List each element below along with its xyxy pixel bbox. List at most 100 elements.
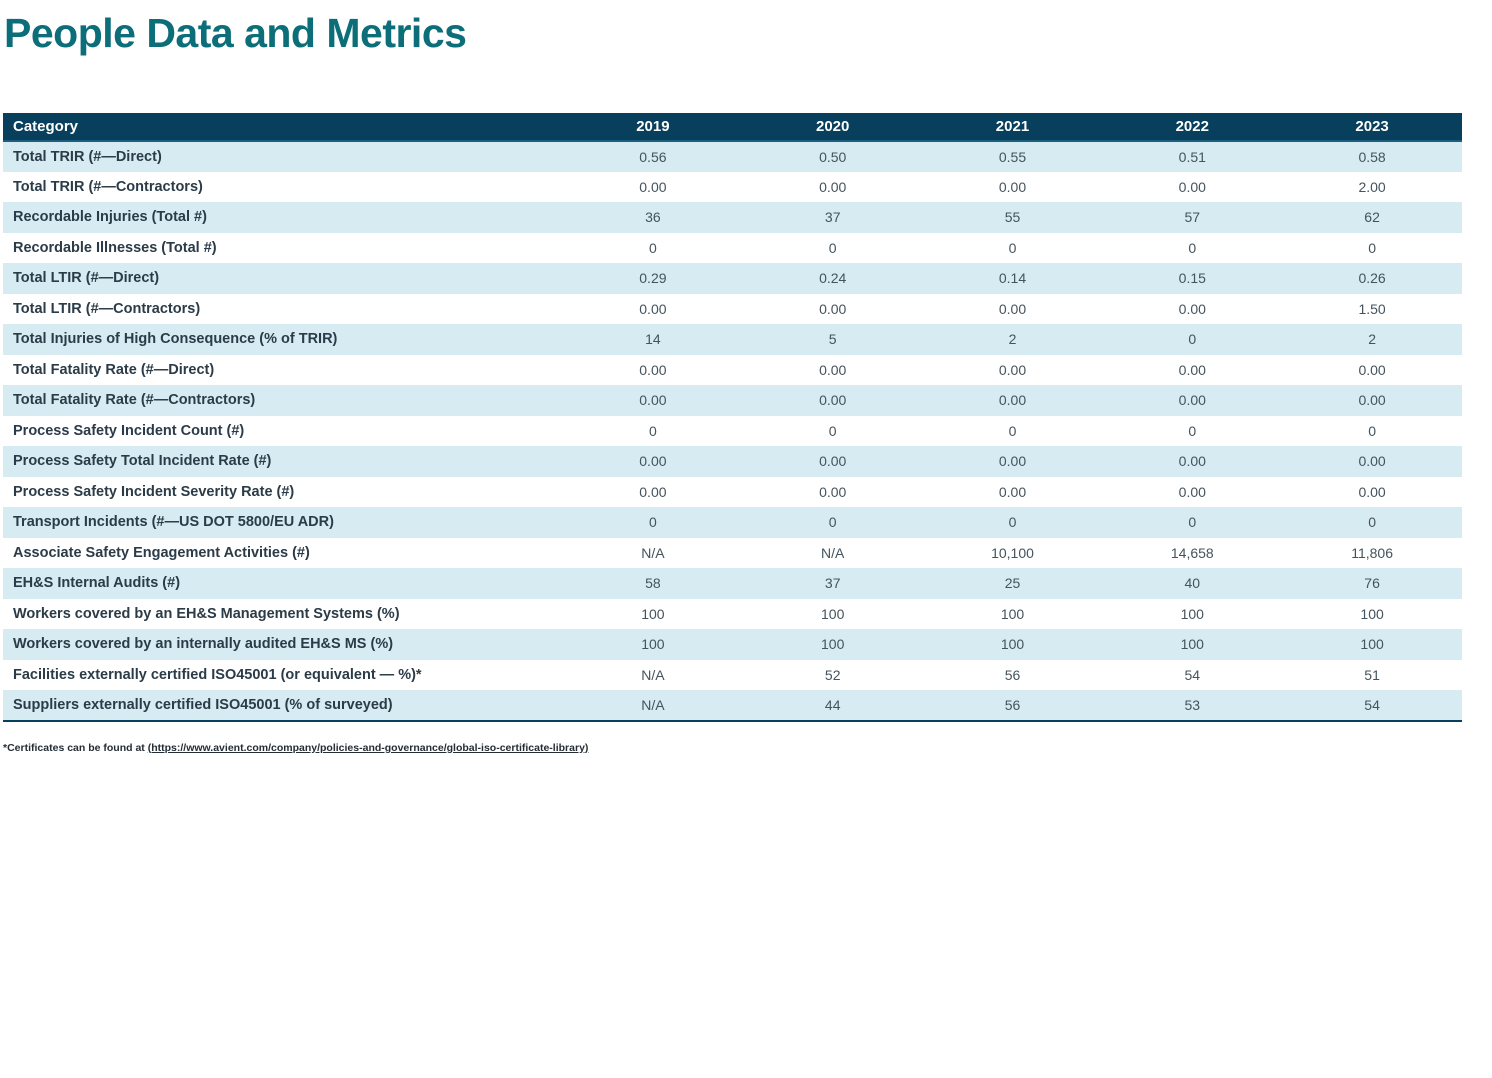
value-cell: 2.00 bbox=[1282, 171, 1462, 203]
category-cell: Transport Incidents (#—US DOT 5800/EU AD… bbox=[3, 507, 563, 538]
value-cell: 0.00 bbox=[563, 171, 743, 203]
table-row: Total TRIR (#—Direct) 0.56 0.50 0.55 0.51 0.5… bbox=[3, 141, 1462, 172]
category-cell: Recordable Illnesses (Total #) bbox=[3, 232, 563, 264]
value-cell: 0 bbox=[742, 507, 923, 538]
category-cell: Suppliers externally certified ISO45001 … bbox=[3, 690, 563, 721]
value-cell: 0 bbox=[1102, 232, 1283, 264]
table-row: Total TRIR (#—Contractors) 0.00 0.00 0.00 0.… bbox=[3, 171, 1462, 203]
value-cell: 0.00 bbox=[742, 476, 923, 508]
value-cell: 0.00 bbox=[563, 476, 743, 508]
value-cell: 0.55 bbox=[922, 141, 1103, 172]
value-cell: 0.14 bbox=[922, 263, 1103, 294]
value-cell: 0.00 bbox=[563, 446, 743, 477]
table-row: Total LTIR (#—Contractors) 0.00 0.00 0.00 0.… bbox=[3, 293, 1462, 325]
value-cell: N/A bbox=[563, 659, 743, 691]
value-cell: 51 bbox=[1282, 659, 1462, 691]
table-row: Total Fatality Rate (#—Contractors) 0.00 0… bbox=[3, 385, 1462, 416]
value-cell: 53 bbox=[1102, 690, 1283, 721]
footnote: *Certificates can be found at (https://w… bbox=[3, 742, 1492, 754]
value-cell: 100 bbox=[1282, 598, 1462, 630]
value-cell: 0.58 bbox=[1282, 141, 1462, 172]
value-cell: 100 bbox=[563, 598, 743, 630]
category-cell: Process Safety Incident Count (#) bbox=[3, 415, 563, 447]
value-cell: 11,806 bbox=[1282, 537, 1462, 569]
value-cell: 36 bbox=[563, 202, 743, 233]
table-row: Recordable Injuries (Total #) 36 37 55 57 62 bbox=[3, 202, 1462, 233]
value-cell: 54 bbox=[1102, 659, 1283, 691]
value-cell: 0 bbox=[1282, 415, 1462, 447]
value-cell: 100 bbox=[1102, 598, 1283, 630]
year-header: 2022 bbox=[1102, 113, 1283, 143]
value-cell: 0.00 bbox=[1282, 354, 1462, 386]
footnote-link[interactable]: (https://www.avient.com/company/policies… bbox=[147, 741, 589, 754]
value-cell: 0.00 bbox=[742, 385, 923, 416]
value-cell: 0.00 bbox=[922, 293, 1103, 325]
value-cell: 0.00 bbox=[922, 171, 1103, 203]
value-cell: 0.00 bbox=[1102, 171, 1283, 203]
value-cell: 44 bbox=[742, 690, 923, 721]
value-cell: 0.00 bbox=[1282, 476, 1462, 508]
category-cell: Total Fatality Rate (#—Direct) bbox=[3, 354, 563, 386]
category-cell: Total LTIR (#—Direct) bbox=[3, 263, 563, 294]
value-cell: 0.00 bbox=[922, 446, 1103, 477]
category-cell: Total TRIR (#—Contractors) bbox=[3, 171, 563, 203]
table-row: Workers covered by an internally audited… bbox=[3, 629, 1462, 660]
value-cell: 100 bbox=[1282, 629, 1462, 660]
table-row: Facilities externally certified ISO45001… bbox=[3, 659, 1462, 691]
value-cell: 0.51 bbox=[1102, 141, 1283, 172]
value-cell: 0.00 bbox=[922, 385, 1103, 416]
value-cell: 0.00 bbox=[1102, 385, 1283, 416]
value-cell: 0.00 bbox=[1102, 446, 1283, 477]
value-cell: N/A bbox=[563, 537, 743, 569]
value-cell: 100 bbox=[563, 629, 743, 660]
value-cell: 0.00 bbox=[742, 171, 923, 203]
value-cell: 1.50 bbox=[1282, 293, 1462, 325]
value-cell: 0.56 bbox=[563, 141, 743, 172]
value-cell: 37 bbox=[742, 202, 923, 233]
report-page: People Data and Metrics Category 2019 202… bbox=[0, 10, 1492, 1078]
value-cell: 0.29 bbox=[563, 263, 743, 294]
value-cell: 40 bbox=[1102, 568, 1283, 599]
table-row: Total LTIR (#—Direct) 0.29 0.24 0.14 0.15 0.2… bbox=[3, 263, 1462, 294]
value-cell: 0.00 bbox=[1282, 385, 1462, 416]
category-header: Category bbox=[3, 113, 563, 143]
value-cell: 0.24 bbox=[742, 263, 923, 294]
table-row: Transport Incidents (#—US DOT 5800/EU AD… bbox=[3, 507, 1462, 538]
value-cell: 0 bbox=[922, 415, 1103, 447]
category-cell: Total LTIR (#—Contractors) bbox=[3, 293, 563, 325]
page-title: People Data and Metrics bbox=[4, 10, 467, 56]
people-data-table: Category 2019 2020 2021 2022 2023 Total TRIR… bbox=[3, 113, 1462, 722]
value-cell: 56 bbox=[922, 659, 1103, 691]
category-cell: Recordable Injuries (Total #) bbox=[3, 202, 563, 233]
value-cell: 0.00 bbox=[1102, 476, 1283, 508]
table-row: Process Safety Total Incident Rate (#) 0.… bbox=[3, 446, 1462, 477]
value-cell: 0.00 bbox=[563, 293, 743, 325]
value-cell: 0.00 bbox=[742, 293, 923, 325]
value-cell: 100 bbox=[922, 629, 1103, 660]
year-header: 2021 bbox=[922, 113, 1103, 143]
value-cell: 0 bbox=[922, 507, 1103, 538]
value-cell: 0 bbox=[1102, 415, 1283, 447]
table-body: Total TRIR (#—Direct) 0.56 0.50 0.55 0.51 0.5… bbox=[3, 141, 1462, 721]
value-cell: 0.00 bbox=[1102, 354, 1283, 386]
value-cell: 0.00 bbox=[742, 446, 923, 477]
value-cell: N/A bbox=[742, 537, 923, 569]
category-cell: Process Safety Total Incident Rate (#) bbox=[3, 446, 563, 477]
category-cell: EH&S Internal Audits (#) bbox=[3, 568, 563, 599]
value-cell: 100 bbox=[742, 629, 923, 660]
category-cell: Total Injuries of High Consequence (% of… bbox=[3, 324, 563, 355]
value-cell: 0 bbox=[1282, 232, 1462, 264]
value-cell: 0.15 bbox=[1102, 263, 1283, 294]
category-cell: Workers covered by an EH&S Management Sy… bbox=[3, 598, 563, 630]
footnote-text: *Certificates can be found at bbox=[3, 741, 148, 754]
value-cell: 0 bbox=[742, 415, 923, 447]
value-cell: 76 bbox=[1282, 568, 1462, 599]
table-row: Associate Safety Engagement Activities (… bbox=[3, 537, 1462, 569]
category-cell: Facilities externally certified ISO45001… bbox=[3, 659, 563, 691]
table-row: Recordable Illnesses (Total #) 0 0 0 0 0 bbox=[3, 232, 1462, 264]
table-row: Total Fatality Rate (#—Direct) 0.00 0.00 0.… bbox=[3, 354, 1462, 386]
value-cell: 2 bbox=[922, 324, 1103, 355]
value-cell: 0 bbox=[1282, 507, 1462, 538]
value-cell: 0.00 bbox=[1282, 446, 1462, 477]
value-cell: 0 bbox=[563, 507, 743, 538]
